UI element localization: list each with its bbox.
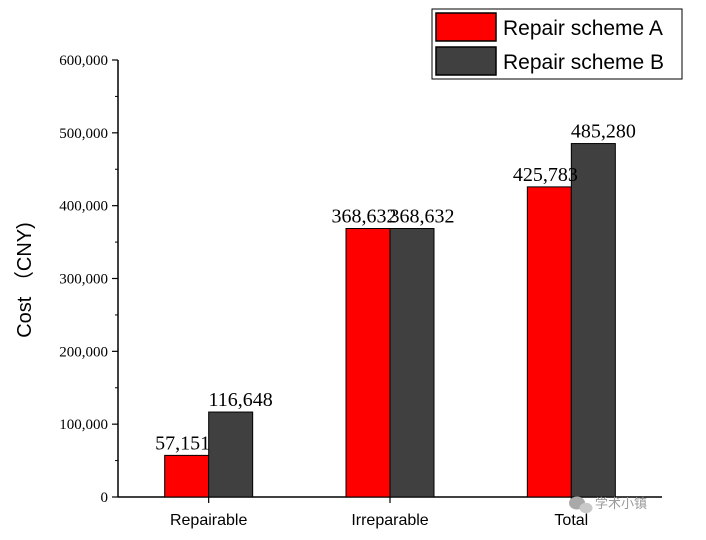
y-tick-label: 200,000 <box>59 344 108 360</box>
y-tick-label: 100,000 <box>59 417 108 433</box>
data-label: 368,632 <box>390 206 455 228</box>
bar <box>526 186 572 498</box>
x-tick-label: Irreparable <box>351 512 428 529</box>
legend: Repair scheme A Repair scheme B <box>431 8 683 80</box>
legend-label-a: Repair scheme A <box>503 17 663 40</box>
bar <box>345 228 391 498</box>
y-axis-title: Cost （CNY) <box>13 222 36 338</box>
y-tick-label: 600,000 <box>59 53 108 69</box>
data-label: 485,280 <box>571 121 636 143</box>
bar <box>389 228 435 498</box>
bar <box>208 411 254 498</box>
data-label: 57,151 <box>155 432 210 454</box>
wechat-icon <box>569 496 593 514</box>
y-tick-label: 300,000 <box>59 272 108 288</box>
legend-swatch-b <box>435 46 497 76</box>
data-label: 368,632 <box>332 206 397 228</box>
y-axis: 0 100,000 200,000 300,000 400,000 500,000 600,… <box>59 53 119 506</box>
y-tick-label: 0 <box>101 490 109 506</box>
data-label: 116,648 <box>209 389 273 411</box>
bar <box>164 454 210 498</box>
x-tick-label: Total <box>554 512 588 529</box>
legend-swatch-a <box>435 12 497 42</box>
bar <box>570 143 616 498</box>
y-tick-label: 500,000 <box>59 126 108 142</box>
legend-label-b: Repair scheme B <box>503 51 664 74</box>
y-tick-label: 400,000 <box>59 199 108 215</box>
watermark: 学术小镇 <box>569 496 647 514</box>
watermark-text: 学术小镇 <box>595 496 647 512</box>
bars <box>164 143 616 498</box>
x-tick-label: Repairable <box>170 512 247 529</box>
data-label: 425,783 <box>513 164 578 186</box>
